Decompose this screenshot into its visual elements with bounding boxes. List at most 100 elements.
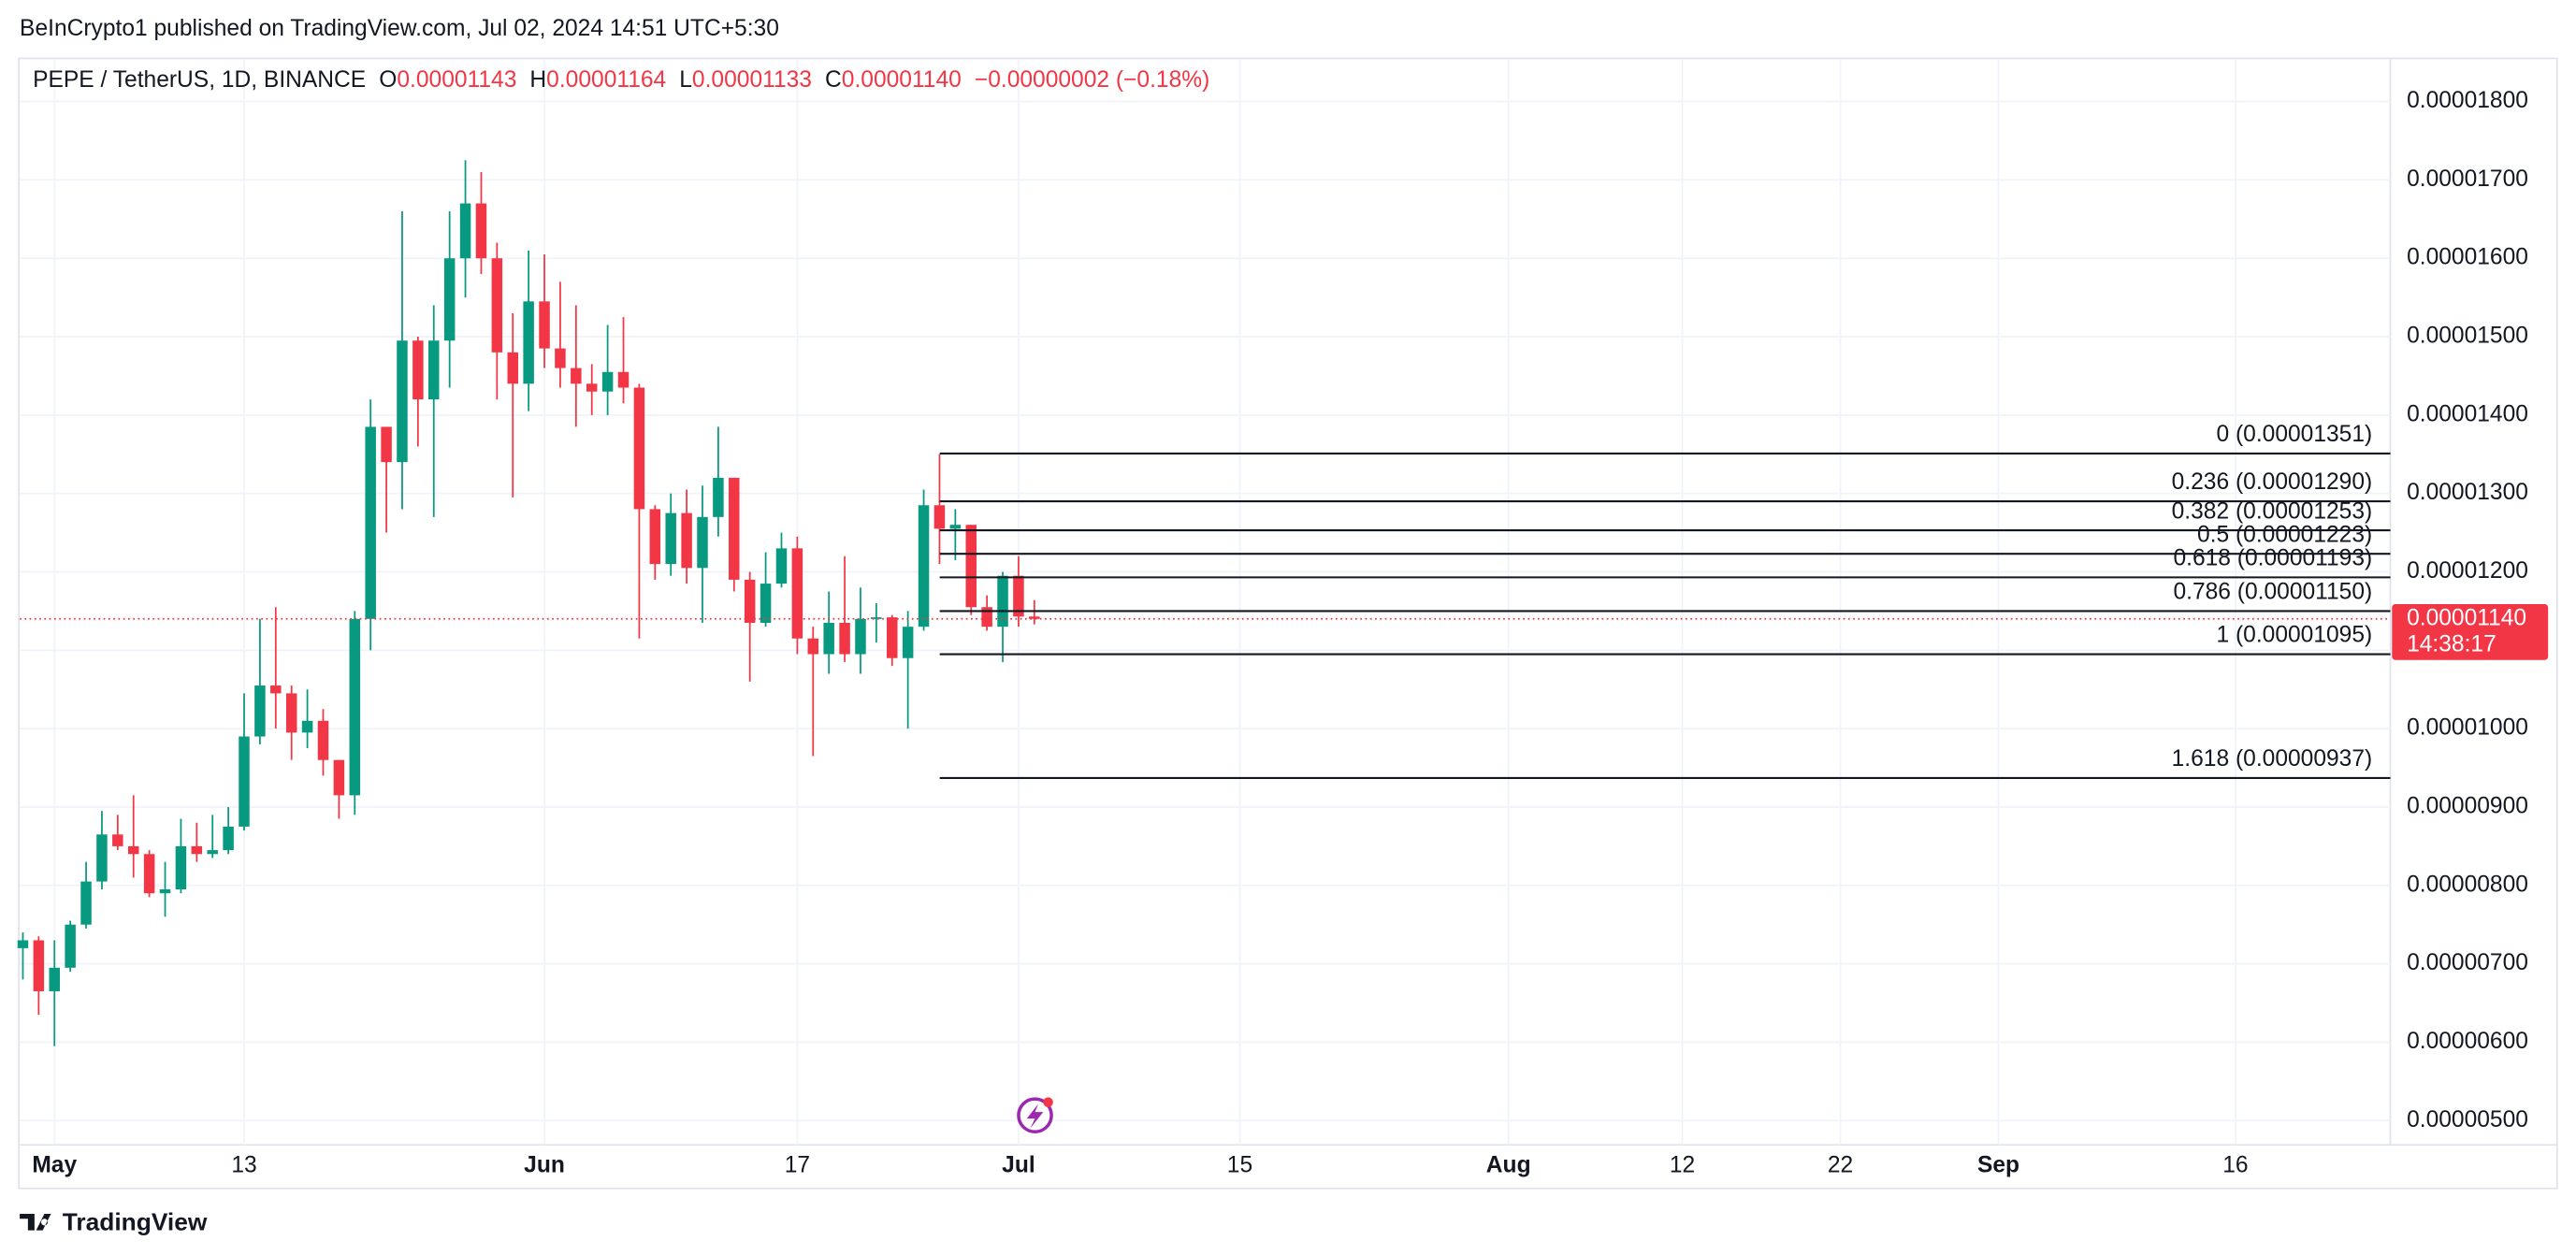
candle-body [349, 618, 361, 796]
candle-body [159, 888, 171, 894]
x-tick-label: 16 [2222, 1153, 2248, 1178]
candle-body [933, 505, 946, 529]
candle-body [112, 834, 123, 846]
candle-body [33, 940, 45, 991]
fib-level-label: 1.618 (0.00000937) [2172, 746, 2373, 772]
candle-body [807, 638, 819, 655]
candle-body [571, 368, 582, 384]
candle-body [365, 426, 376, 619]
fib-level-label: 0.236 (0.00001290) [2172, 469, 2373, 495]
candle-body [381, 426, 392, 463]
candle-body [17, 940, 29, 948]
y-tick-label: 0.00000900 [2407, 793, 2528, 818]
x-tick-label: 15 [1227, 1153, 1252, 1178]
candle-body [823, 622, 834, 655]
candle-body [412, 340, 424, 400]
legend: PEPE / TetherUS, 1D, BINANCE O0.00001143 H… [33, 67, 1209, 93]
candle-body [175, 845, 187, 889]
plot [17, 160, 2391, 1046]
candle-body [729, 477, 740, 580]
candle-body [649, 509, 661, 565]
candle-body [965, 525, 977, 608]
event-icon [1017, 1097, 1053, 1133]
y-tick-label: 0.00000700 [2407, 950, 2528, 975]
candle-body [681, 512, 692, 569]
x-tick-label: 17 [785, 1153, 810, 1178]
candle-body [459, 203, 471, 259]
candle-body [191, 845, 203, 855]
candle-body [143, 854, 155, 894]
countdown-label: 14:38:17 [2407, 631, 2496, 656]
candle-body [239, 736, 250, 827]
candle-body [839, 622, 850, 655]
candle-body [539, 301, 550, 349]
fib-level-label: 0 (0.00001351) [2216, 422, 2372, 447]
logo-mark [20, 1214, 51, 1231]
legend-key: L [679, 67, 692, 93]
x-tick-label: May [32, 1153, 77, 1178]
y-tick-label: 0.00001800 [2407, 88, 2528, 113]
candle-body [475, 203, 487, 259]
candle-body [775, 548, 788, 584]
last-price-label: 0.00001140 [2407, 605, 2526, 630]
y-tick-label: 0.00000800 [2407, 872, 2528, 897]
publisher-line: BeInCrypto1 published on TradingView.com… [20, 16, 779, 41]
x-tick-label: Aug [1486, 1153, 1531, 1178]
candle-body [333, 759, 345, 796]
candle-body [285, 693, 297, 733]
fib-level-label: 1 (0.00001095) [2216, 623, 2372, 648]
x-tick-label: 13 [231, 1153, 256, 1178]
candle-body [507, 352, 518, 384]
y-tick-label: 0.00001600 [2407, 245, 2528, 270]
candle-body [744, 579, 756, 623]
candle-body [981, 607, 992, 628]
candle-body [1029, 616, 1040, 619]
event-dot [1043, 1097, 1053, 1107]
candle-body [918, 505, 930, 628]
y-tick-label: 0.00001000 [2407, 715, 2528, 741]
y-tick-label: 0.00001300 [2407, 480, 2528, 505]
x-tick-label: 22 [1828, 1153, 1853, 1178]
candle-body [49, 967, 60, 991]
legend-value: 0.00001143 [397, 67, 516, 93]
candle-body [949, 525, 962, 529]
candle-body [223, 826, 234, 851]
candle-body [997, 575, 1008, 628]
legend-value: 0.00001133 [692, 67, 812, 93]
candle-body [601, 371, 614, 392]
x-tick-label: 12 [1670, 1153, 1695, 1178]
fib-level-label: 0.382 (0.00001253) [2172, 498, 2373, 524]
candle-body [633, 387, 645, 510]
candle-body [665, 512, 676, 565]
legend-key: C [825, 67, 842, 93]
fib-level-label: 0.786 (0.00001150) [2173, 580, 2372, 605]
candle-body [791, 548, 803, 639]
last-price-tag [2392, 603, 2549, 660]
fib-level-label: 0.618 (0.00001193) [2173, 546, 2372, 571]
candle-body [887, 617, 898, 658]
y-tick-label: 0.00000500 [2407, 1107, 2528, 1132]
legend-symbol: PEPE / TetherUS, 1D, BINANCE [33, 67, 366, 93]
chart-border [18, 57, 2558, 1190]
candle-body [254, 685, 266, 737]
x-tick-label: Sep [1977, 1153, 2019, 1178]
x-tick-label: Jul [1002, 1153, 1035, 1178]
candle-body [207, 850, 218, 855]
y-tick-label: 0.00001500 [2407, 324, 2528, 349]
y-tick-label: 0.00001700 [2407, 166, 2528, 192]
candle-body [855, 618, 866, 655]
footer-brand: TradingView [63, 1208, 208, 1236]
fib-level-label: 0.5 (0.00001223) [2197, 522, 2372, 547]
candle-body [80, 881, 92, 925]
candle-body [617, 371, 630, 388]
candle-body [713, 477, 724, 517]
candle-body [760, 584, 772, 623]
candle-body [96, 834, 108, 882]
candle-body [127, 845, 139, 855]
candle-body [317, 720, 329, 760]
y-tick-label: 0.00001200 [2407, 558, 2528, 584]
legend-key: O [379, 67, 397, 93]
candle-body [586, 383, 598, 392]
